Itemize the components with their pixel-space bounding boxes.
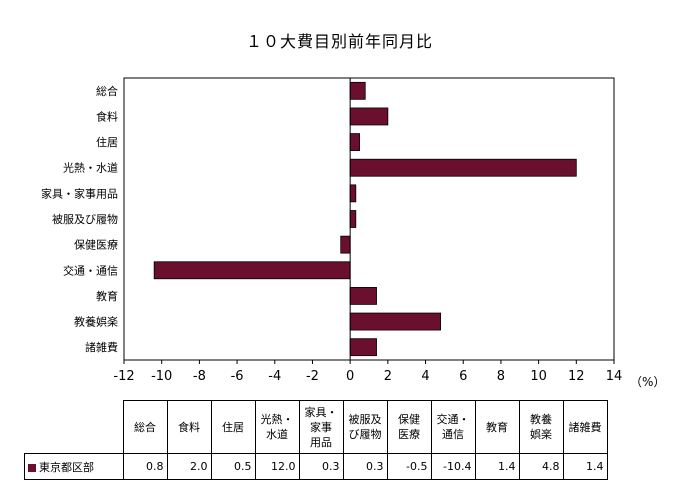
bar (349, 287, 377, 305)
table-value-cell: 0.8 (122, 453, 168, 480)
unit-label: （%） (630, 375, 665, 389)
table-value-cell: 0.5 (210, 453, 256, 480)
category-label: 食料 (96, 109, 118, 123)
bar (153, 261, 351, 280)
bar (349, 107, 389, 126)
x-tick-label: 4 (421, 369, 429, 384)
table-header-cell: 諸雑費 (562, 400, 608, 454)
table-header-cell: 保健 医療 (386, 400, 432, 454)
table-row: 東京都区部 0.8 2.0 0.5 12.0 0.3 0.3 -0.5 -10.4 1.4 4.8… (24, 453, 608, 480)
category-label: 家具・家事用品 (41, 186, 118, 200)
x-tick-label: -6 (231, 369, 244, 384)
table-value-cell: 4.8 (518, 453, 564, 480)
x-tick-label: -2 (306, 369, 319, 384)
data-table: 総合 食料 住居 光熱・ 水道 家具・ 家事 用品 被服及 び履物 保健 医療 交通・ 通信 教育 教養 娯楽諸… (24, 400, 608, 480)
bar (349, 338, 377, 357)
bar (349, 210, 357, 228)
table-value-cell: 2.0 (166, 453, 212, 480)
table-value-cell: 0.3 (342, 453, 388, 480)
table-value-cell: 1.4 (474, 453, 520, 480)
x-tick-label: -8 (193, 369, 206, 384)
x-tick-label: 0 (346, 369, 354, 384)
table-value-cell: 0.3 (298, 453, 344, 480)
table-header-cell: 食料 (166, 400, 212, 454)
table-header-row: 総合 食料 住居 光熱・ 水道 家具・ 家事 用品 被服及 び履物 保健 医療 交通・ 通信 教育 教養 娯楽諸… (24, 400, 608, 454)
table-header-cell: 家具・ 家事 用品 (298, 400, 344, 454)
category-label: 教養娯楽 (74, 315, 118, 329)
x-tick-label: -10 (151, 369, 172, 384)
table-header-cell: 光熱・ 水道 (254, 400, 300, 454)
category-label: 保健医療 (74, 238, 118, 252)
bar (349, 312, 442, 331)
table-value-cell: -10.4 (430, 453, 476, 480)
table-corner-cell (24, 400, 124, 454)
table-value-cell: 12.0 (254, 453, 300, 480)
bar (349, 133, 360, 151)
x-tick-label: 12 (568, 369, 585, 384)
category-label: 住居 (96, 135, 118, 149)
table-header-cell: 交通・ 通信 (430, 400, 476, 454)
x-tick-label: 14 (606, 369, 623, 384)
x-tick-label: 8 (497, 369, 505, 384)
table-header-cell: 総合 (122, 400, 168, 454)
table-value-cell: -0.5 (386, 453, 432, 480)
table-header-cell: 住居 (210, 400, 256, 454)
bar (349, 81, 366, 100)
x-tick-label: -12 (113, 369, 134, 384)
table-series-label: 東京都区部 (24, 453, 124, 480)
chart-title: １０大費目別前年同月比 (245, 32, 433, 51)
x-tick-label: 6 (459, 369, 467, 384)
series-name: 東京都区部 (39, 460, 94, 474)
category-label: 教育 (96, 289, 118, 303)
table-header-cell: 教育 (474, 400, 520, 454)
x-tick-label: 10 (530, 369, 547, 384)
category-label: 交通・通信 (63, 263, 118, 277)
bar (340, 235, 351, 254)
bar (349, 158, 577, 177)
category-label: 諸雑費 (85, 340, 118, 354)
category-label: 総合 (96, 84, 118, 98)
table-header-cell: 被服及 び履物 (342, 400, 388, 454)
x-tick-label: 2 (384, 369, 392, 384)
category-label: 被服及び履物 (52, 212, 118, 226)
table-header-cell: 教養 娯楽 (518, 400, 564, 454)
category-label: 光熱・水道 (63, 161, 118, 175)
legend-swatch (28, 463, 36, 472)
x-tick-label: -4 (268, 369, 281, 384)
bar-chart: 総合食料住居光熱・水道家具・家事用品被服及び履物保健医療交通・通信教育教養娯楽諸… (41, 77, 665, 389)
bar (349, 184, 357, 203)
table-value-cell: 1.4 (562, 453, 608, 480)
